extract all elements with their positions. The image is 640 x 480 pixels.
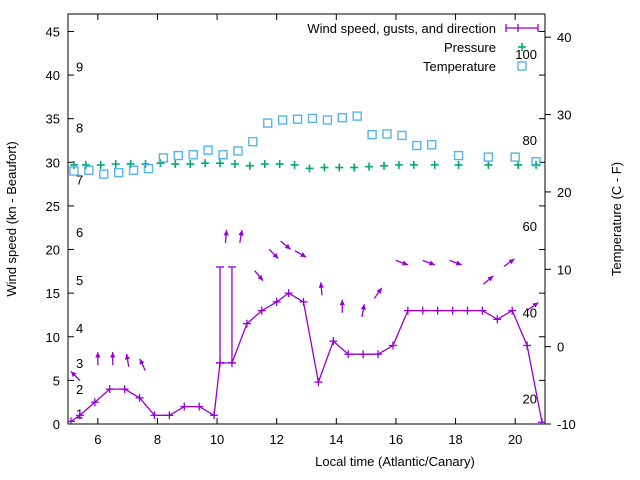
legend-label: Pressure <box>444 40 496 55</box>
y-tick-label: 25 <box>46 199 60 214</box>
x-tick-label: 18 <box>448 432 462 447</box>
y-tick-label: 5 <box>53 373 60 388</box>
fahrenheit-label: 100 <box>515 47 537 62</box>
wind-direction-arrowhead <box>339 299 345 306</box>
x-tick-label: 20 <box>508 432 522 447</box>
x-axis-title: Local time (Atlantic/Canary) <box>315 454 475 469</box>
temperature-marker <box>158 153 169 163</box>
x-tick-label: 16 <box>389 432 403 447</box>
y-tick-label: 15 <box>46 286 60 301</box>
y2-tick-label: 30 <box>557 108 571 123</box>
temperature-marker <box>352 111 362 121</box>
temperature-marker <box>84 165 94 175</box>
beaufort-label: 9 <box>76 59 83 74</box>
y2-tick-label: 20 <box>557 185 571 200</box>
legend-swatch-temperature <box>517 61 527 71</box>
temperature-marker <box>337 112 347 123</box>
x-tick-label: 12 <box>269 432 283 447</box>
y2-tick-label: -10 <box>557 417 576 432</box>
wind-direction-arrowhead <box>110 352 116 358</box>
y2-tick-label: 10 <box>557 262 571 277</box>
temperature-marker <box>382 129 392 139</box>
temperature-marker <box>367 129 377 140</box>
wind-direction-arrowhead <box>360 304 366 310</box>
wind-direction-arrowhead <box>487 275 494 282</box>
wind-direction-arrowhead <box>455 260 462 266</box>
temperature-marker <box>113 167 124 178</box>
temperature-marker <box>483 152 494 162</box>
y2-tick-label: 0 <box>557 340 564 355</box>
wind-direction-arrowhead <box>139 358 145 365</box>
wind-direction-arrowhead <box>532 302 539 308</box>
y-tick-label: 45 <box>46 24 60 39</box>
wind-direction-arrowhead <box>428 260 435 266</box>
x-tick-label: 8 <box>154 432 161 447</box>
wind-direction-arrowhead <box>272 252 279 259</box>
wind-direction-arrowhead <box>318 282 324 288</box>
wind-direction-arrowhead <box>402 260 409 266</box>
beaufort-label: 5 <box>76 273 83 288</box>
fahrenheit-label: 40 <box>523 306 537 321</box>
y-tick-label: 0 <box>53 417 60 432</box>
wind-direction-arrowhead <box>223 229 229 236</box>
wind-direction-arrowhead <box>257 274 263 281</box>
y-tick-label: 40 <box>46 68 60 83</box>
temperature-marker <box>322 115 333 125</box>
temperature-marker <box>188 150 198 160</box>
temperature-marker <box>69 166 79 176</box>
temperature-marker <box>397 130 407 141</box>
temperature-marker <box>510 152 520 162</box>
wind-direction-arrowhead <box>70 371 77 378</box>
wind-direction-arrowhead <box>238 230 244 236</box>
beaufort-label: 7 <box>76 173 83 188</box>
wind-direction-arrowhead <box>508 258 515 265</box>
temperature-marker <box>233 146 243 156</box>
x-tick-label: 6 <box>94 432 101 447</box>
beaufort-label: 3 <box>76 356 83 371</box>
y-axis-title: Wind speed (kn - Beaufort) <box>4 141 19 296</box>
beaufort-label: 4 <box>76 321 83 336</box>
beaufort-label: 2 <box>76 382 83 397</box>
y-tick-label: 10 <box>46 330 60 345</box>
plot-frame <box>67 13 546 425</box>
y-tick-label: 30 <box>46 155 60 170</box>
x-tick-label: 14 <box>329 432 343 447</box>
y2-axis-title: Temperature (C - F) <box>609 162 624 276</box>
fahrenheit-label: 60 <box>523 219 537 234</box>
wind-direction-arrowhead <box>376 287 382 294</box>
wind-direction-arrowhead <box>284 243 291 250</box>
temperature-marker <box>248 136 258 147</box>
y2-tick-label: 40 <box>557 30 571 45</box>
temperature-marker <box>453 150 464 161</box>
temperature-marker <box>277 115 288 125</box>
temperature-marker <box>128 165 139 175</box>
wind-direction-arrowhead <box>300 252 307 258</box>
wind-direction-arrowhead <box>124 353 131 360</box>
temperature-marker <box>173 150 184 161</box>
legend-label: Wind speed, gusts, and direction <box>307 21 496 36</box>
wind-direction-arrowhead <box>95 352 101 358</box>
temperature-marker <box>218 150 228 160</box>
temperature-marker <box>143 164 154 174</box>
fahrenheit-label: 80 <box>523 133 537 148</box>
temperature-marker <box>427 140 437 150</box>
fahrenheit-label: 20 <box>523 391 537 406</box>
y-tick-label: 35 <box>46 112 60 127</box>
beaufort-label: 6 <box>76 225 83 240</box>
temperature-marker <box>292 114 303 124</box>
temperature-marker <box>412 140 422 151</box>
wind-speed-line <box>70 292 543 423</box>
temperature-marker <box>99 169 109 179</box>
temperature-marker <box>203 145 213 155</box>
beaufort-label: 8 <box>76 120 83 135</box>
temperature-marker <box>307 113 318 124</box>
legend-label: Temperature <box>423 59 496 74</box>
temperature-marker <box>263 118 273 128</box>
x-tick-label: 10 <box>210 432 224 447</box>
y-tick-label: 20 <box>46 243 60 258</box>
temperature-marker <box>531 157 541 167</box>
